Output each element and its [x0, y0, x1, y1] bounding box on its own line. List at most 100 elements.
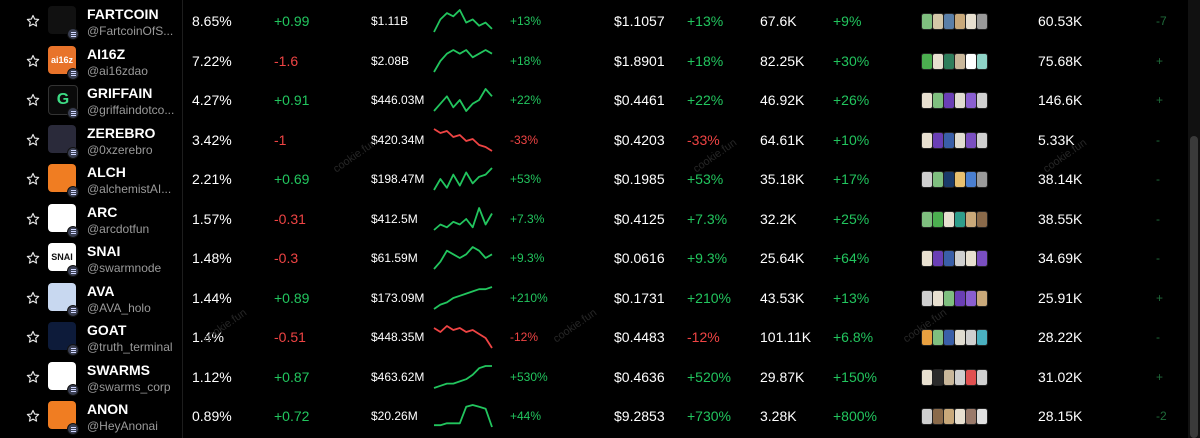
- token-name[interactable]: AVA: [87, 282, 115, 299]
- table-row[interactable]: ANON @HeyAnonai 0.89% +0.72 $20.26M +44%…: [0, 397, 1200, 437]
- token-name[interactable]: ANON: [87, 401, 129, 417]
- favorite-star-icon[interactable]: [26, 291, 40, 305]
- smart-follower-avatar[interactable]: [976, 13, 988, 30]
- smart-follower-avatar[interactable]: [976, 52, 988, 70]
- favorite-star-icon[interactable]: [26, 14, 40, 28]
- smart-follower-avatar[interactable]: [976, 171, 988, 188]
- favorite-star-icon[interactable]: [26, 409, 40, 423]
- next-column-value: -7: [1156, 14, 1167, 28]
- smart-followers-avatars[interactable]: [921, 13, 988, 30]
- price-change: +730%: [687, 408, 731, 424]
- smart-followers-avatars[interactable]: [921, 329, 988, 346]
- chain-badge-icon: [67, 107, 79, 119]
- chain-badge-icon: [67, 344, 79, 356]
- smart-followers-avatars[interactable]: [921, 171, 988, 188]
- token-handle[interactable]: @truth_terminal: [87, 340, 173, 354]
- smart-follower-avatar[interactable]: [976, 368, 988, 386]
- table-row[interactable]: ALCH @alchemistAI... 2.21% +0.69 $198.47…: [0, 160, 1200, 200]
- token-handle[interactable]: @arcdotfun: [87, 221, 150, 236]
- avatar-label: SNAI: [51, 252, 73, 262]
- token-handle[interactable]: @HeyAnonai: [87, 419, 158, 433]
- smart-follower-avatar[interactable]: [976, 131, 988, 149]
- token-name[interactable]: ZEREBRO: [87, 124, 156, 141]
- smart-followers-avatars[interactable]: [921, 289, 988, 307]
- smart-follower-avatar[interactable]: [976, 289, 988, 307]
- token-name[interactable]: SNAI: [87, 243, 121, 259]
- smart-follower-avatar[interactable]: [976, 329, 988, 346]
- engagements-value: 29.87K: [760, 368, 805, 385]
- favorite-star-icon[interactable]: [26, 251, 40, 265]
- token-name[interactable]: ALCH: [87, 164, 126, 180]
- token-name[interactable]: AI16Z: [87, 45, 126, 62]
- token-name[interactable]: ARC: [87, 203, 118, 220]
- token-handle[interactable]: @0xzerebro: [87, 142, 153, 157]
- favorite-star-icon[interactable]: [26, 93, 40, 107]
- token-name[interactable]: GOAT: [87, 322, 127, 338]
- market-cap-sparkline: [434, 404, 493, 428]
- smart-follower-avatar[interactable]: [976, 210, 988, 228]
- favorite-star-icon[interactable]: [26, 370, 40, 384]
- favorite-star-icon[interactable]: [26, 330, 40, 344]
- table-row[interactable]: ai16z AI16Z @ai16zdao 7.22% -1.6 $2.08B …: [0, 42, 1200, 82]
- engagements-value: 32.2K: [760, 210, 797, 227]
- engagements-change: +10%: [833, 131, 870, 148]
- token-handle[interactable]: @griffaindotco...: [87, 103, 175, 117]
- engagements-value: 82.25K: [760, 52, 805, 69]
- market-cap-sparkline: [433, 48, 493, 72]
- mindshare-delta: +0.89: [274, 289, 310, 306]
- favorite-star-icon[interactable]: [26, 172, 40, 186]
- smart-followers-avatars[interactable]: [921, 408, 988, 425]
- engagements-value: 67.6K: [760, 13, 797, 29]
- price-change: +13%: [687, 13, 724, 29]
- smart-follower-avatar[interactable]: [976, 92, 988, 109]
- followers-value: 38.55K: [1038, 210, 1083, 227]
- market-cap-value: $446.03M: [371, 93, 425, 107]
- smart-follower-avatar[interactable]: [976, 250, 988, 267]
- smart-followers-avatars[interactable]: [921, 92, 988, 109]
- table-row[interactable]: SNAI SNAI @swarmnode 1.48% -0.3 $61.59M …: [0, 239, 1200, 279]
- mindshare-delta: -0.3: [274, 250, 299, 266]
- token-name[interactable]: GRIFFAIN: [87, 85, 153, 101]
- avatar-label: ai16z: [50, 54, 74, 65]
- market-cap-value: $2.08B: [371, 53, 410, 68]
- token-handle[interactable]: @FartcoinOfS...: [87, 24, 174, 38]
- table-row[interactable]: GOAT @truth_terminal 1.4% -0.51 $448.35M…: [0, 318, 1200, 358]
- scrollbar-thumb[interactable]: [1190, 136, 1198, 438]
- price-change: -12%: [687, 329, 720, 345]
- table-row[interactable]: AVA @AVA_holo 1.44% +0.89 $173.09M +210%…: [0, 279, 1200, 319]
- market-cap-value: $173.09M: [371, 290, 425, 305]
- favorite-star-icon[interactable]: [26, 212, 40, 226]
- token-handle[interactable]: @swarms_corp: [87, 379, 171, 394]
- market-cap-sparkline: [433, 285, 493, 310]
- smart-followers-avatars[interactable]: [921, 131, 988, 149]
- mindshare-value: 2.21%: [192, 171, 232, 187]
- price-value: $0.1731: [614, 289, 665, 306]
- table-row[interactable]: FARTCOIN @FartcoinOfS... 8.65% +0.99 $1.…: [0, 2, 1200, 42]
- smart-follower-avatar[interactable]: [976, 408, 988, 425]
- table-row[interactable]: SWARMS @swarms_corp 1.12% +0.87 $463.62M…: [0, 358, 1200, 398]
- smart-followers-avatars[interactable]: [921, 368, 988, 386]
- engagements-value: 101.11K: [760, 329, 812, 345]
- favorite-star-icon[interactable]: [26, 54, 40, 68]
- table-row[interactable]: G GRIFFAIN @griffaindotco... 4.27% +0.91…: [0, 81, 1200, 121]
- followers-value: 34.69K: [1038, 250, 1083, 266]
- token-name[interactable]: FARTCOIN: [87, 6, 159, 22]
- market-cap-value: $412.5M: [371, 211, 418, 226]
- table-row[interactable]: ZEREBRO @0xzerebro 3.42% -1 $420.34M -33…: [0, 121, 1200, 161]
- token-handle[interactable]: @AVA_holo: [87, 300, 151, 315]
- price-value: $0.4483: [614, 329, 665, 345]
- smart-followers-avatars[interactable]: [921, 52, 988, 70]
- table-row[interactable]: ARC @arcdotfun 1.57% -0.31 $412.5M +7.3%…: [0, 200, 1200, 240]
- engagements-value: 46.92K: [760, 92, 805, 108]
- smart-followers-avatars[interactable]: [921, 210, 988, 228]
- price-change: +520%: [687, 368, 731, 385]
- token-handle[interactable]: @ai16zdao: [87, 63, 148, 78]
- smart-followers-avatars[interactable]: [921, 250, 988, 267]
- mindshare-value: 1.57%: [192, 210, 232, 227]
- token-handle[interactable]: @alchemistAI...: [87, 182, 172, 196]
- engagements-change: +17%: [833, 171, 870, 187]
- price-value: $0.4125: [614, 210, 665, 227]
- favorite-star-icon[interactable]: [26, 133, 40, 147]
- token-handle[interactable]: @swarmnode: [87, 261, 162, 275]
- token-name[interactable]: SWARMS: [87, 361, 150, 378]
